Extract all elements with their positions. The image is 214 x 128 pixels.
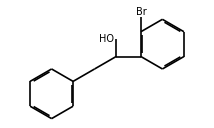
Text: Br: Br [135, 7, 146, 17]
Text: HO: HO [99, 34, 114, 44]
